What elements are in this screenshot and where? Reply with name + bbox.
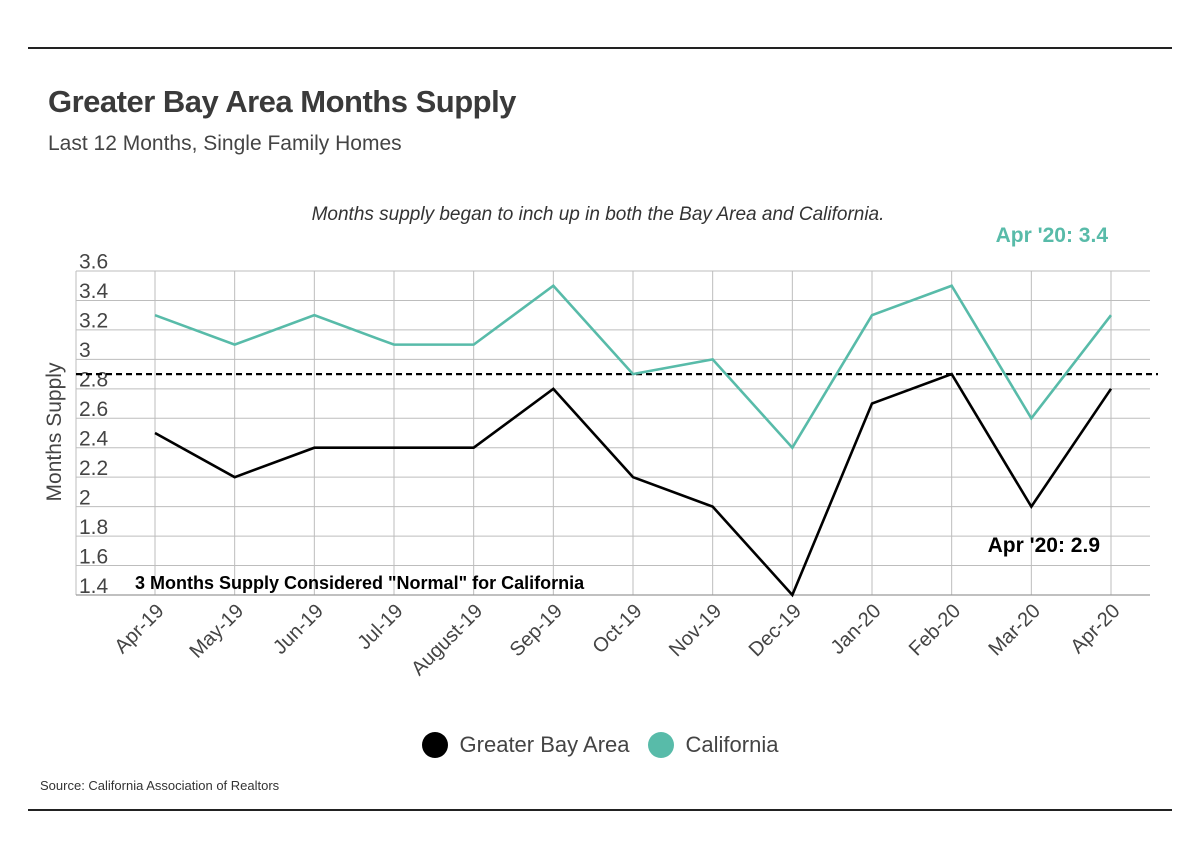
y-tick-label: 1.4: [79, 575, 109, 598]
legend-item-greater-bay-area: Greater Bay Area: [421, 732, 630, 758]
legend-item-california: California: [647, 732, 779, 758]
x-tick-label: Feb-20: [905, 600, 965, 660]
series-line-greater-bay-area: [154, 372, 1113, 598]
x-axis-ticks: Apr-19 May-19 Jun-19 Jul-19 August-19 Sep-19 O…: [111, 600, 1125, 680]
x-tick-label: Mar-20: [985, 600, 1045, 660]
x-tick-label: Jan-20: [827, 600, 886, 659]
y-tick-label: 2.2: [79, 457, 108, 480]
x-tick-label: Oct-19: [589, 600, 647, 658]
legend-label-california: California: [685, 732, 779, 757]
greater-bay-area-end-label: Apr '20: 2.9: [988, 534, 1100, 557]
y-tick-label: 2.6: [79, 398, 108, 421]
chart-annotation: Months supply began to inch up in both t…: [312, 204, 885, 225]
x-tick-label: Sep-19: [506, 600, 567, 661]
y-axis-label: Months Supply: [43, 362, 66, 501]
x-tick-label: Jul-19: [353, 600, 407, 654]
chart-subtitle: Last 12 Months, Single Family Homes: [48, 132, 402, 155]
x-tick-label: Apr-20: [1067, 600, 1125, 658]
y-tick-label: 2: [79, 487, 91, 510]
y-tick-label: 3.4: [79, 280, 109, 303]
legend-label-greater-bay-area: Greater Bay Area: [459, 732, 630, 757]
california-end-label: Apr '20: 3.4: [996, 224, 1109, 247]
x-tick-label: August-19: [407, 600, 487, 680]
x-tick-label: Apr-19: [111, 600, 169, 658]
x-tick-label: Jun-19: [269, 600, 328, 659]
x-tick-label: May-19: [185, 600, 248, 663]
reference-line-label: 3 Months Supply Considered "Normal" for …: [135, 573, 585, 593]
legend-swatch-greater-bay-area: [421, 732, 448, 758]
y-tick-label: 3.2: [79, 310, 108, 333]
y-tick-label: 2.4: [79, 428, 109, 451]
series-line-california: [154, 283, 1113, 450]
y-tick-label: 3: [79, 339, 91, 362]
x-tick-label: Dec-19: [745, 600, 806, 661]
y-tick-label: 3.6: [79, 251, 108, 274]
y-axis-ticks: 3.6 3.4 3.2 3 2.8 2.6 2.4 2.2 2 1.8 1.6 1.4: [79, 251, 109, 599]
bottom-rule: [28, 809, 1172, 811]
x-tick-label: Nov-19: [665, 600, 726, 661]
chart-title: Greater Bay Area Months Supply: [48, 84, 516, 119]
y-tick-label: 1.6: [79, 546, 108, 569]
y-tick-label: 2.8: [79, 369, 108, 392]
grid-lines: [75, 270, 1150, 596]
y-tick-label: 1.8: [79, 516, 108, 539]
legend-swatch-california: [647, 732, 674, 758]
source-note: Source: California Association of Realto…: [40, 778, 280, 793]
chart-legend: Greater Bay Area California: [0, 732, 1200, 758]
series-lines: [154, 283, 1113, 598]
top-rule: [28, 47, 1172, 49]
